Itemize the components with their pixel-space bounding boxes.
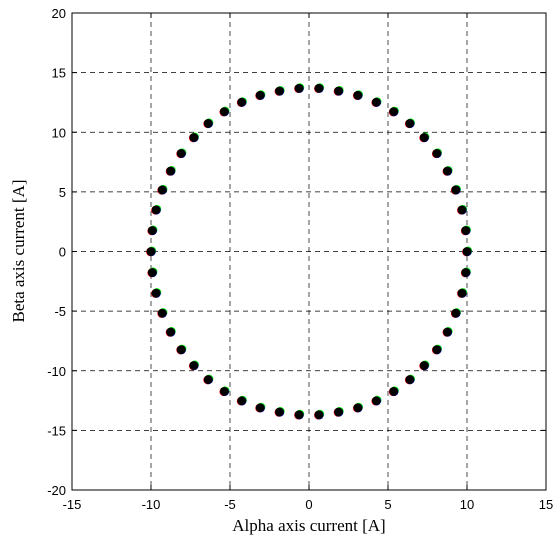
data-point [432, 345, 442, 355]
x-tick-label: -15 [63, 497, 82, 512]
data-points [146, 83, 473, 420]
data-point [451, 185, 461, 195]
data-point [389, 386, 399, 396]
data-point [294, 83, 304, 93]
y-tick-label: -15 [47, 423, 66, 438]
data-point [189, 133, 199, 142]
data-point [457, 288, 467, 298]
data-point [166, 166, 175, 176]
y-tick-label: 0 [59, 245, 66, 260]
y-axis-label: Beta axis current [A] [9, 179, 28, 322]
x-tick-labels: -15 -10 -5 0 5 10 15 [63, 497, 554, 512]
data-point [314, 83, 324, 93]
x-tick-label: -5 [224, 497, 236, 512]
data-point [176, 345, 186, 355]
y-tick-label: -5 [54, 304, 66, 319]
data-point [405, 375, 415, 384]
x-axis-label: Alpha axis current [A] [232, 516, 385, 535]
data-point [334, 407, 343, 417]
data-point [353, 90, 363, 100]
data-point [371, 97, 381, 107]
data-point [353, 403, 363, 413]
data-point [405, 119, 415, 128]
data-point [147, 268, 157, 277]
series-5 [146, 83, 472, 420]
data-point [275, 86, 284, 96]
data-point [237, 97, 247, 107]
data-point [189, 361, 199, 370]
data-point [176, 148, 186, 158]
data-point [237, 396, 247, 406]
y-tick-label: -10 [47, 364, 66, 379]
data-point [146, 247, 156, 256]
y-tick-label: 15 [52, 66, 66, 81]
data-point [275, 407, 284, 417]
data-point [255, 403, 265, 413]
axis-ticks [71, 12, 547, 491]
data-point [389, 107, 399, 117]
data-point [294, 410, 304, 420]
x-tick-label: 5 [384, 497, 391, 512]
data-point [151, 288, 161, 298]
data-point [314, 410, 324, 420]
x-tick-label: 15 [539, 497, 553, 512]
data-point [219, 386, 229, 396]
data-point [419, 361, 429, 370]
data-point [147, 226, 157, 235]
data-point [157, 185, 167, 195]
data-point [371, 396, 381, 406]
y-tick-label: 10 [52, 125, 66, 140]
y-tick-labels: -20 -15 -10 -5 0 5 10 15 20 [47, 6, 66, 498]
y-tick-label: 5 [59, 185, 66, 200]
data-point [334, 86, 343, 96]
data-point [203, 119, 213, 128]
data-point [443, 166, 452, 176]
data-point [419, 133, 429, 142]
data-point [462, 247, 472, 256]
y-tick-label: 20 [52, 6, 66, 21]
y-tick-label: -20 [47, 483, 66, 498]
data-point [461, 226, 471, 235]
x-tick-label: -10 [142, 497, 161, 512]
data-point [457, 205, 467, 215]
data-point [166, 327, 175, 337]
x-tick-label: 10 [460, 497, 474, 512]
grid [72, 13, 546, 490]
data-point [461, 268, 471, 277]
data-point [157, 308, 167, 318]
data-point [443, 327, 452, 337]
data-point [432, 148, 442, 158]
data-point [151, 205, 161, 215]
x-tick-label: 0 [305, 497, 312, 512]
data-point [219, 107, 229, 117]
data-point [255, 90, 265, 100]
data-point [203, 375, 213, 384]
data-point [451, 308, 461, 318]
